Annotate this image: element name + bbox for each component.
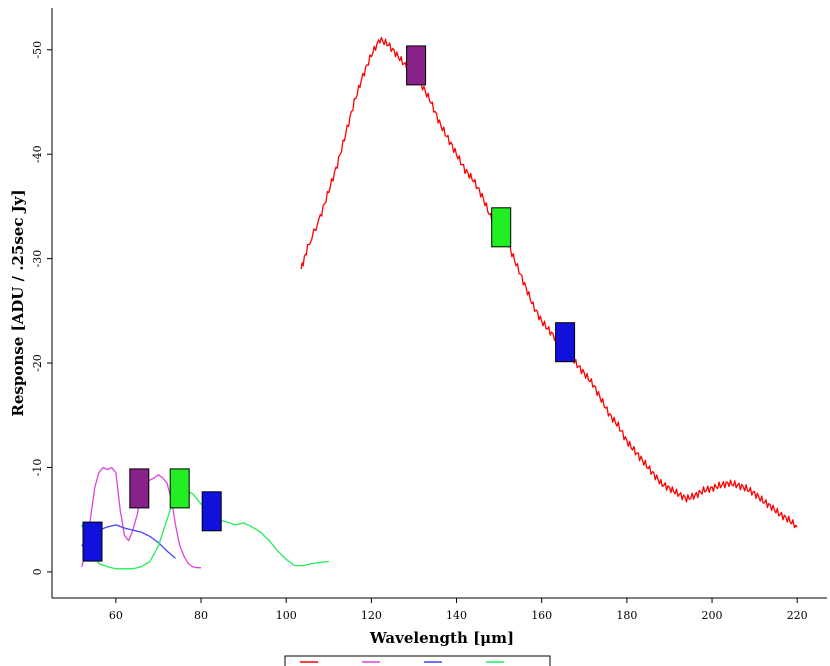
y-tick-label: -10 <box>31 459 44 477</box>
x-tick-label: 80 <box>194 609 208 622</box>
x-axis-title: Wavelength [μm] <box>369 629 514 647</box>
axes-layer <box>51 8 827 599</box>
band-marker-6 <box>201 491 222 532</box>
band-marker-7 <box>82 521 103 562</box>
x-tick-label: 100 <box>276 609 297 622</box>
band-marker-4 <box>129 468 150 509</box>
x-tick-label: 180 <box>616 609 637 622</box>
legend-box <box>284 655 551 666</box>
tick-layer: 60 80 100 120 140 160 180 200 220 0 -10 -20 -30 -40 -5… <box>31 41 808 622</box>
band-marker-1 <box>406 45 427 86</box>
x-tick-label: 120 <box>361 609 382 622</box>
legend <box>284 655 551 666</box>
band-marker-2 <box>491 207 512 248</box>
x-tick-label: 160 <box>531 609 552 622</box>
x-tick-label: 60 <box>109 609 123 622</box>
x-tick-label: 200 <box>702 609 723 622</box>
y-tick-label: -50 <box>31 41 44 59</box>
band-marker-5 <box>169 468 190 509</box>
y-tick-label: -40 <box>31 145 44 163</box>
x-tick-label: 140 <box>446 609 467 622</box>
y-axis-title: Response [ADU / .25sec Jy] <box>9 189 27 416</box>
y-tick-label: 0 <box>31 568 44 575</box>
series-line-1 <box>300 36 798 529</box>
y-tick-label: -30 <box>31 250 44 268</box>
x-tick-label: 220 <box>787 609 808 622</box>
y-tick-label: -20 <box>31 354 44 372</box>
marker-layer <box>82 45 576 562</box>
band-marker-3 <box>555 322 576 363</box>
